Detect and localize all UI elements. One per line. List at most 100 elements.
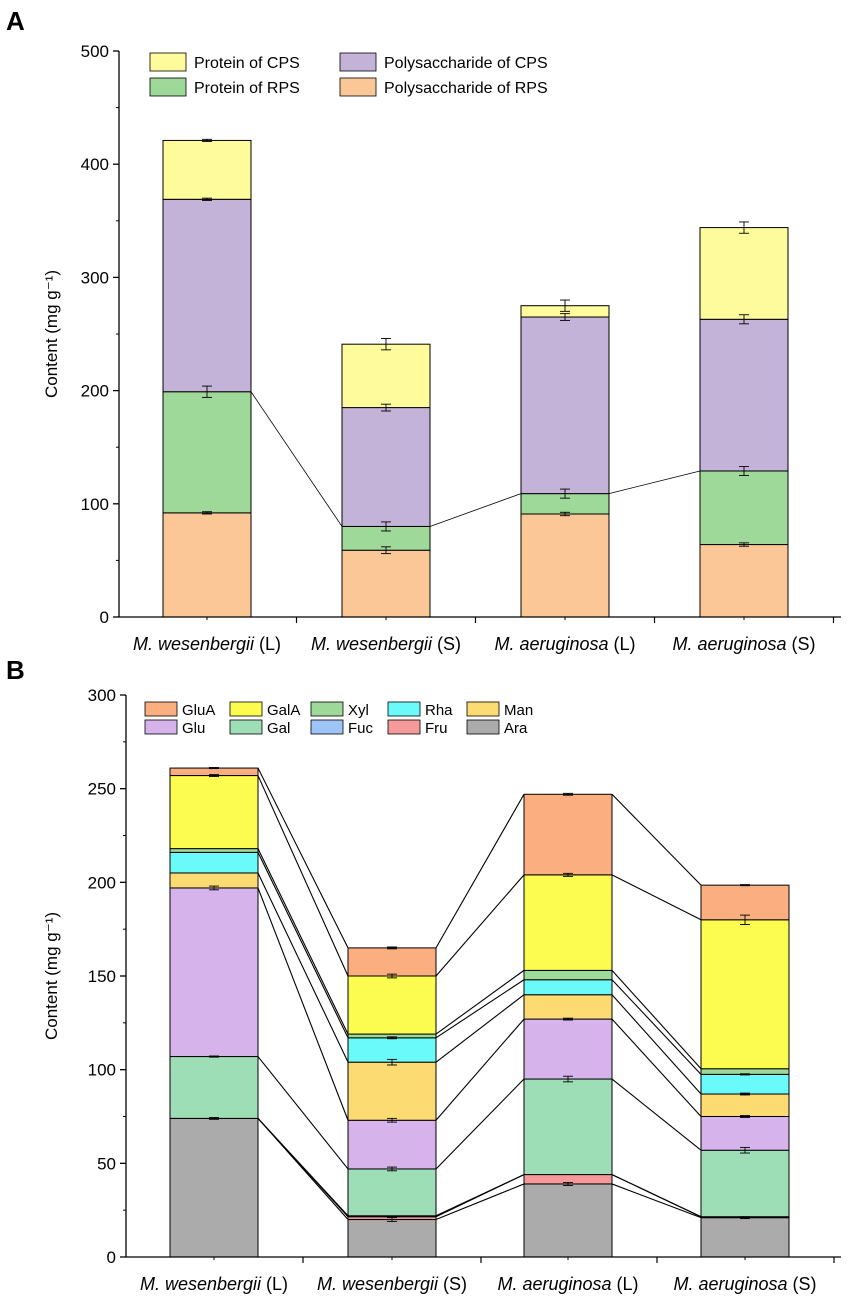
- y-tick-label-500: 500: [81, 42, 109, 61]
- legend-item-protein-of-cps: Protein of CPS: [149, 52, 300, 72]
- bar-ara-2: [347, 1219, 437, 1258]
- connector-xyl-1: [257, 848, 349, 1035]
- bar-polysaccharide-of-cps-4: [699, 318, 789, 472]
- legend-item-xyl: Xyl: [310, 701, 369, 719]
- connector-gala-2: [435, 874, 525, 977]
- bar-man-4: [700, 1093, 790, 1118]
- error-bar-polysaccharide-of-cps-2: [381, 403, 391, 412]
- connector-man-2: [435, 994, 525, 1063]
- connector-rha-3: [611, 979, 702, 1075]
- bar-gal-4: [700, 1149, 790, 1218]
- legend-item-man: Man: [466, 701, 533, 719]
- error-bar-gala-2: [387, 973, 397, 979]
- legend-item-glua: GluA: [144, 701, 215, 719]
- legend-swatch-polysaccharide-of-cps: [339, 52, 377, 72]
- bar-gala-3: [523, 874, 613, 971]
- error-bar-polysaccharide-of-cps-3: [560, 313, 570, 321]
- legend-swatch-man: [466, 701, 500, 717]
- bar-gala-1: [169, 775, 259, 850]
- connector-protein-of-rps-2: [429, 493, 522, 527]
- error-bar-glu-2: [387, 1117, 397, 1123]
- bar-gal-1: [169, 1056, 259, 1119]
- connector-ara-2: [435, 1183, 525, 1221]
- bar-polysaccharide-of-rps-3: [520, 513, 610, 618]
- legend-item-ara: Ara: [466, 719, 528, 737]
- bar-protein-of-cps-2: [341, 343, 431, 409]
- legend-label-polysaccharide-of-cps: Polysaccharide of CPS: [384, 55, 548, 72]
- bar-polysaccharide-of-rps-4: [699, 544, 789, 618]
- bar-gala-4: [700, 919, 790, 1070]
- bar-glua-3: [523, 793, 613, 876]
- error-bar-gala-3: [563, 872, 573, 877]
- legend-swatch-ara: [466, 719, 500, 735]
- y-tick-label-0: 0: [100, 608, 109, 627]
- connector-gala-1: [257, 775, 349, 977]
- legend-label-ara: Ara: [504, 720, 528, 737]
- legend-item-gala: GalA: [229, 701, 300, 719]
- error-bar-rha-4: [740, 1073, 750, 1076]
- axes: 0 50 100 150 200 250 300: [88, 686, 841, 1267]
- legend-item-polysaccharide-of-cps: Polysaccharide of CPS: [339, 52, 548, 72]
- connector-fuc-3: [611, 1174, 702, 1218]
- legend-label-gala: GalA: [267, 702, 300, 719]
- error-bar-glu-4: [740, 1115, 750, 1118]
- legend-swatch-gal: [229, 719, 263, 735]
- legend-label-man: Man: [504, 702, 533, 719]
- legend-item-fru: Fru: [387, 719, 448, 737]
- bar-rha-4: [700, 1073, 790, 1095]
- bar-glu-3: [523, 1018, 613, 1080]
- legend-item-rha: Rha: [387, 701, 453, 719]
- x-category-label-1: M. wesenbergii (L): [133, 634, 281, 654]
- panel-label-a: A: [6, 6, 25, 36]
- connector-lines: [250, 391, 701, 527]
- y-tick-label-100: 100: [81, 495, 109, 514]
- connector-fuc-2: [435, 1174, 525, 1217]
- error-bar-glua-4: [740, 884, 750, 887]
- error-bar-protein-of-rps-3: [560, 488, 570, 499]
- legend: GluA GalA Xyl Rha Man Glu Gal Fuc Fru Ara: [144, 701, 533, 737]
- legend-swatch-polysaccharide-of-rps: [339, 77, 377, 97]
- bar-man-2: [347, 1061, 437, 1121]
- error-bar-man-2: [387, 1058, 397, 1066]
- connector-man-3: [611, 994, 702, 1095]
- legend-item-fuc: Fuc: [310, 719, 374, 737]
- bar-rha-2: [347, 1037, 437, 1063]
- x-category-label-3: M. aeruginosa (L): [494, 634, 635, 654]
- legend-swatch-glu: [144, 719, 178, 735]
- x-category-label-1: M. wesenbergii (L): [140, 1274, 288, 1294]
- connector-protein-of-rps-1: [250, 391, 343, 527]
- error-bar-ara-4: [740, 1216, 750, 1220]
- error-bar-gal-3: [563, 1075, 573, 1083]
- panel-label-b: B: [6, 655, 25, 685]
- error-bar-ara-2: [387, 1217, 397, 1222]
- legend-label-gal: Gal: [267, 720, 290, 737]
- y-tick-label-100: 100: [88, 1061, 116, 1080]
- y-tick-label-200: 200: [81, 382, 109, 401]
- bar-glu-2: [347, 1119, 437, 1170]
- error-bar-protein-of-rps-1: [202, 385, 212, 398]
- error-bar-protein-of-rps-4: [739, 465, 749, 476]
- bars: [162, 139, 789, 618]
- error-bar-protein-of-rps-2: [381, 521, 391, 532]
- legend-label-rha: Rha: [425, 702, 453, 719]
- connector-lines: [257, 767, 702, 1221]
- error-bars: [209, 767, 750, 1222]
- bar-gal-2: [347, 1168, 437, 1217]
- bar-gala-2: [347, 975, 437, 1035]
- y-axis-title-b: Content (mg g⁻¹): [42, 912, 61, 1040]
- error-bar-polysaccharide-of-rps-1: [202, 511, 212, 515]
- y-tick-label-400: 400: [81, 155, 109, 174]
- error-bar-gal-1: [209, 1055, 219, 1058]
- error-bar-gala-4: [740, 914, 750, 925]
- y-tick-label-50: 50: [97, 1154, 116, 1173]
- y-tick-label-200: 200: [88, 873, 116, 892]
- legend-label-polysaccharide-of-rps: Polysaccharide of RPS: [384, 80, 548, 97]
- y-tick-label-300: 300: [81, 268, 109, 287]
- bar-xyl-1: [169, 848, 259, 853]
- legend-item-gal: Gal: [229, 719, 290, 737]
- error-bar-glua-1: [209, 767, 219, 770]
- connector-rha-1: [257, 852, 349, 1039]
- connector-gal-3: [611, 1078, 702, 1151]
